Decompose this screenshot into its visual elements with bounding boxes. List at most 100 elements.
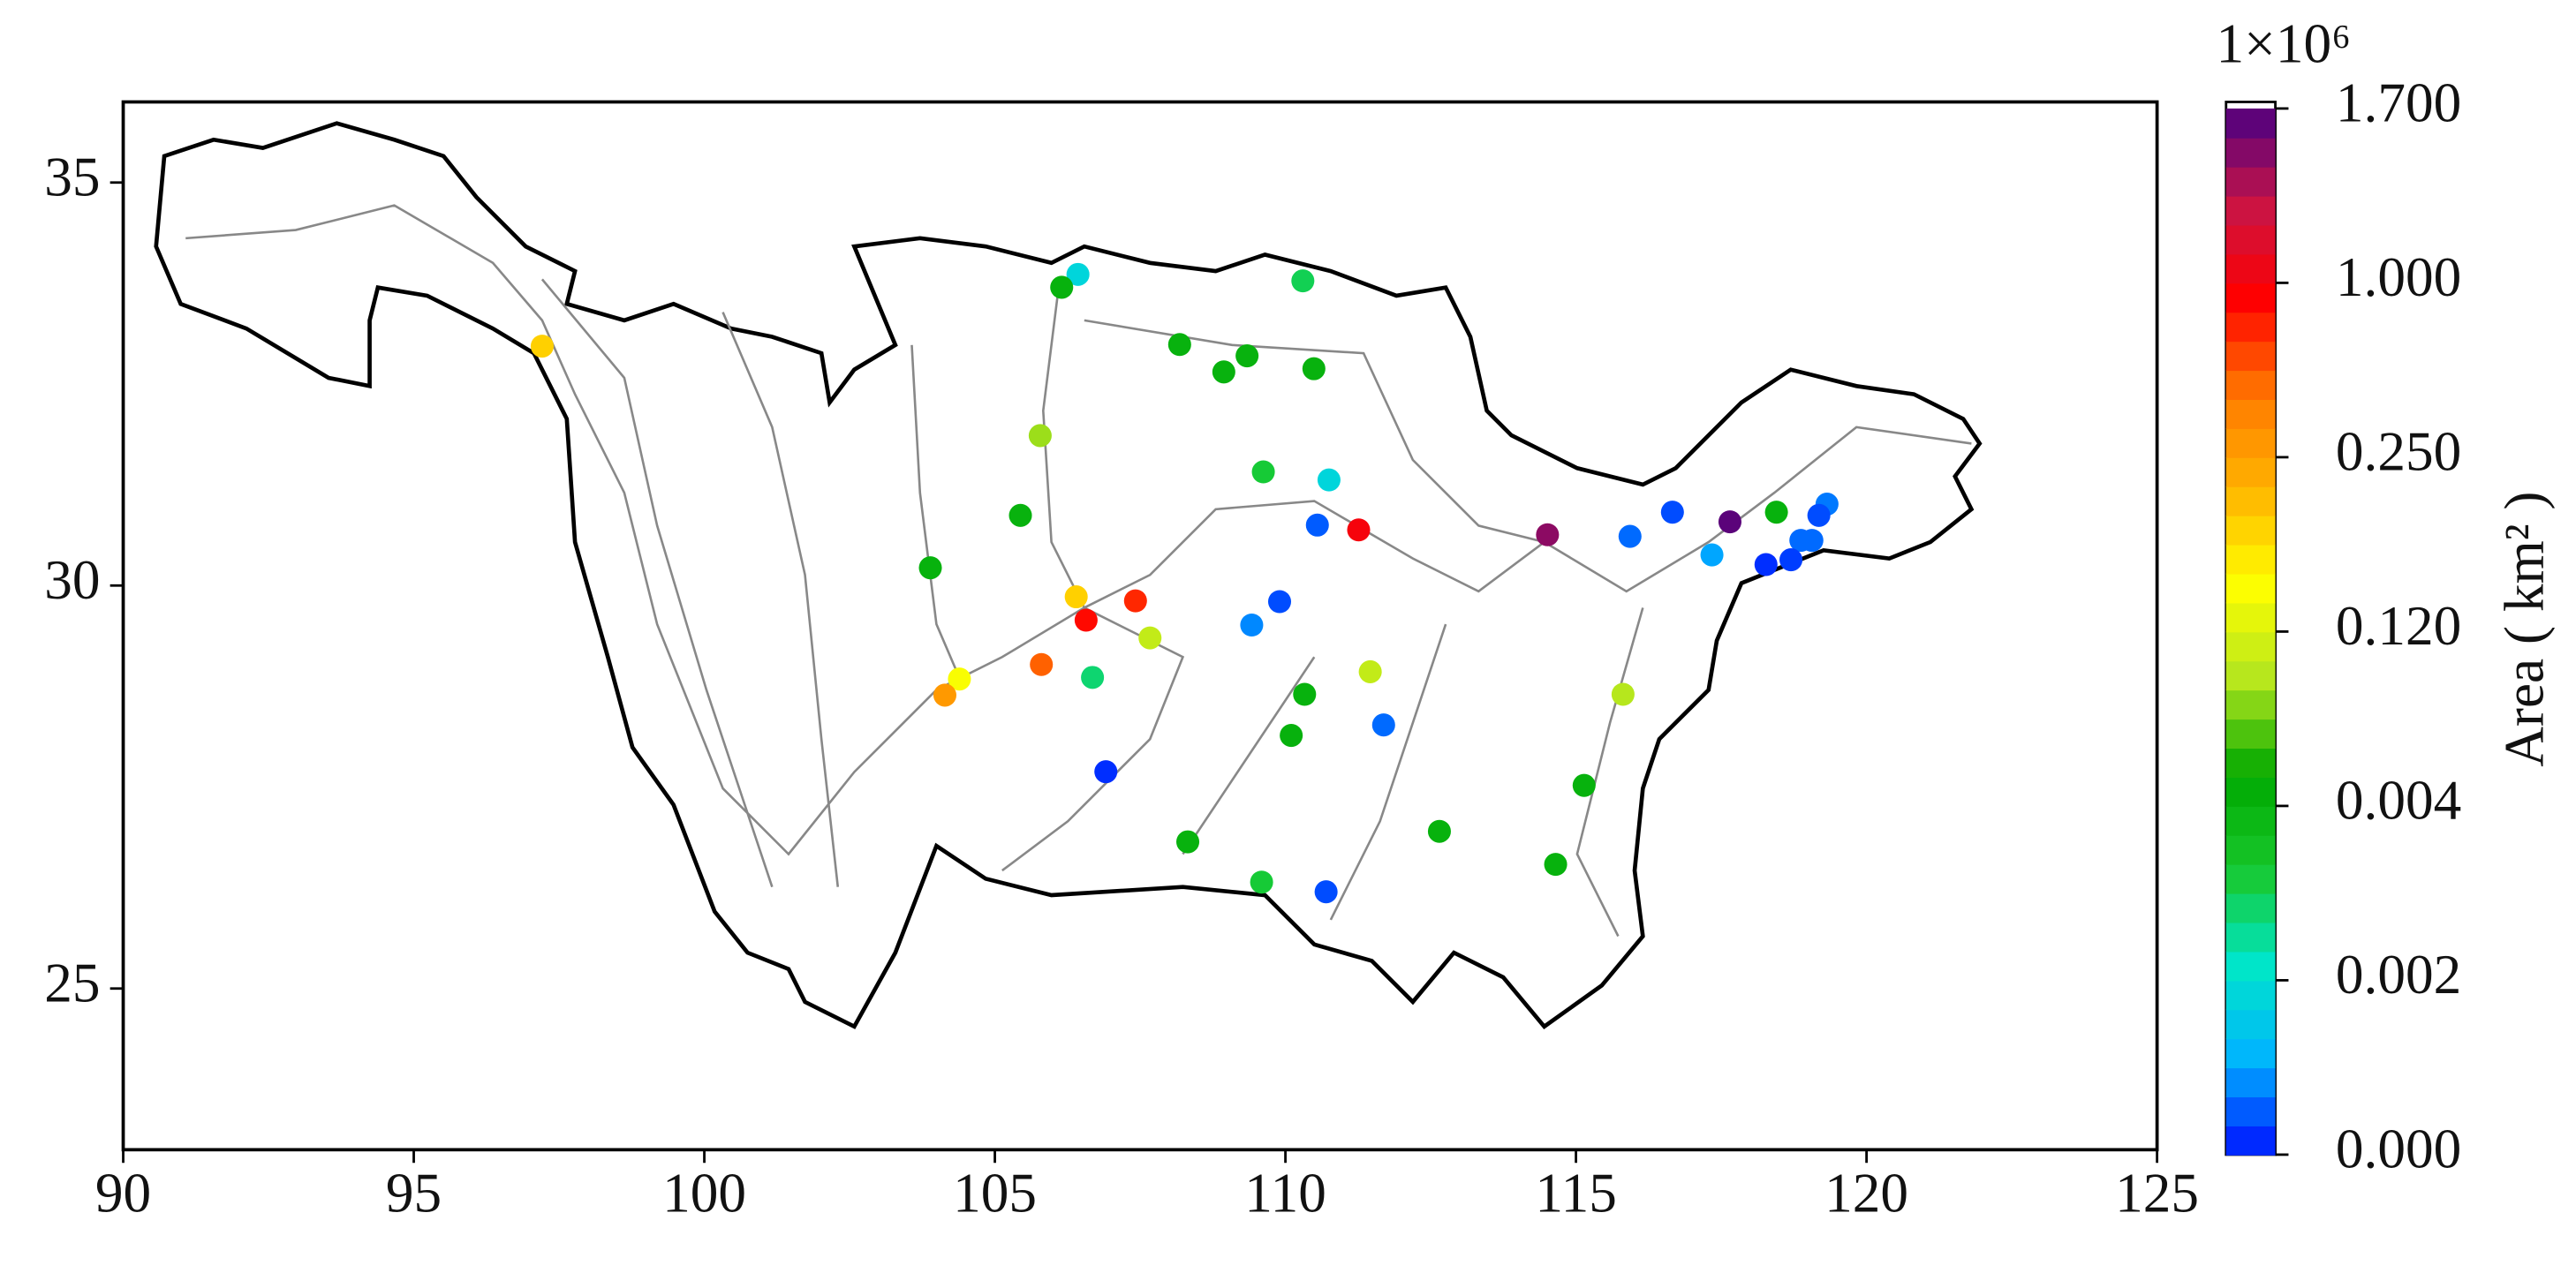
colorbar-band xyxy=(2225,108,2276,139)
station-point xyxy=(1094,760,1118,784)
station-point xyxy=(1074,608,1098,632)
station-point xyxy=(1789,529,1813,553)
tributary xyxy=(910,344,963,682)
tributary xyxy=(1575,607,1644,938)
colorbar-band xyxy=(2225,805,2276,836)
colorbar-band xyxy=(2225,602,2276,633)
station-point xyxy=(1176,830,1200,854)
station-point xyxy=(1314,880,1338,904)
station-point xyxy=(1718,510,1741,534)
station-point xyxy=(1618,524,1642,548)
station-point xyxy=(1081,666,1105,689)
colorbar-band xyxy=(2225,719,2276,749)
colorbar-band xyxy=(2225,282,2276,313)
station-point xyxy=(1371,713,1395,737)
x-tick-label: 90 xyxy=(95,1163,151,1224)
station-point xyxy=(1660,501,1684,524)
station-point xyxy=(1250,870,1273,894)
station-point xyxy=(1008,503,1032,527)
x-tick-label: 125 xyxy=(2115,1163,2199,1224)
colorbar-band xyxy=(2225,834,2276,865)
station-point xyxy=(948,667,971,691)
colorbar-band xyxy=(2225,253,2276,284)
station-point xyxy=(1066,262,1090,286)
colorbar-band xyxy=(2225,922,2276,953)
colorbar-band xyxy=(2225,1126,2276,1156)
colorbar-band xyxy=(2225,748,2276,778)
x-tick-label: 120 xyxy=(1824,1163,1908,1224)
plot-frame xyxy=(121,100,2159,1152)
y-tick-label: 25 xyxy=(44,952,100,1013)
colorbar-band xyxy=(2225,312,2276,343)
station-point xyxy=(1358,659,1382,683)
x-tick-label: 95 xyxy=(386,1163,442,1224)
colorbar-band xyxy=(2225,544,2276,575)
station-point xyxy=(1291,269,1315,293)
station-point xyxy=(1050,275,1074,299)
station-point xyxy=(1754,553,1778,576)
colorbar-band xyxy=(2225,893,2276,923)
station-point xyxy=(1028,424,1052,448)
station-point xyxy=(1700,543,1724,567)
colorbar-band xyxy=(2225,515,2276,546)
station-point xyxy=(1064,585,1088,609)
tributary xyxy=(540,278,774,888)
colorbar-multiplier: 1×10⁶ xyxy=(2217,12,2352,74)
basin-outline xyxy=(154,121,1983,1029)
colorbar-band xyxy=(2225,370,2276,401)
colorbar-band xyxy=(2225,166,2276,197)
station-point xyxy=(1138,626,1162,650)
x-tick-label: 110 xyxy=(1244,1163,1326,1224)
x-tick-label: 115 xyxy=(1535,1163,1617,1224)
tributary xyxy=(721,312,840,887)
colorbar-band xyxy=(2225,1096,2276,1126)
colorbar-band xyxy=(2225,631,2276,662)
colorbar-tick-label: 0.002 xyxy=(2336,944,2461,1006)
colorbar-band xyxy=(2225,980,2276,1011)
colorbar-tick-label: 0.120 xyxy=(2336,595,2461,657)
colorbar-band xyxy=(2225,427,2276,458)
colorbar-band xyxy=(2225,1067,2276,1098)
colorbar-band xyxy=(2225,951,2276,982)
colorbar-band xyxy=(2225,1038,2276,1069)
station-point xyxy=(1347,518,1371,542)
station-point xyxy=(1536,523,1560,546)
colorbar-band xyxy=(2225,660,2276,691)
station-point xyxy=(1251,460,1275,484)
station-point xyxy=(933,683,956,707)
colorbar-tick-label: 1.700 xyxy=(2336,72,2461,133)
main-river xyxy=(185,204,1972,856)
colorbar-tick-label: 0.000 xyxy=(2336,1118,2461,1179)
y-tick-label: 30 xyxy=(44,549,100,611)
tributary xyxy=(1182,656,1316,855)
station-point xyxy=(918,556,942,580)
station-point xyxy=(1123,589,1147,613)
colorbar-band xyxy=(2225,341,2276,372)
station-point xyxy=(1305,513,1329,537)
colorbar-band xyxy=(2225,399,2276,429)
tributary xyxy=(1042,279,1085,609)
colorbar-band xyxy=(2225,573,2276,604)
colorbar-band xyxy=(2225,689,2276,720)
colorbar-tick-label: 1.000 xyxy=(2336,246,2461,308)
y-tick-label: 35 xyxy=(44,146,100,207)
station-point xyxy=(1544,853,1568,877)
colorbar-tick-label: 0.004 xyxy=(2336,769,2461,831)
station-point xyxy=(1235,344,1259,368)
tributary xyxy=(1084,319,1545,544)
colorbar-band xyxy=(2225,224,2276,255)
station-point xyxy=(1572,773,1596,797)
station-point xyxy=(1317,468,1341,492)
station-point xyxy=(1167,333,1191,357)
station-point xyxy=(1427,819,1451,843)
station-point xyxy=(1779,548,1803,572)
station-point xyxy=(1267,590,1292,614)
station-point xyxy=(1302,357,1326,380)
x-tick-label: 105 xyxy=(953,1163,1037,1224)
station-point xyxy=(1807,503,1831,527)
station-point xyxy=(530,335,554,358)
colorbar-band xyxy=(2225,777,2276,807)
station-point xyxy=(1764,501,1788,524)
colorbar-band xyxy=(2225,456,2276,487)
